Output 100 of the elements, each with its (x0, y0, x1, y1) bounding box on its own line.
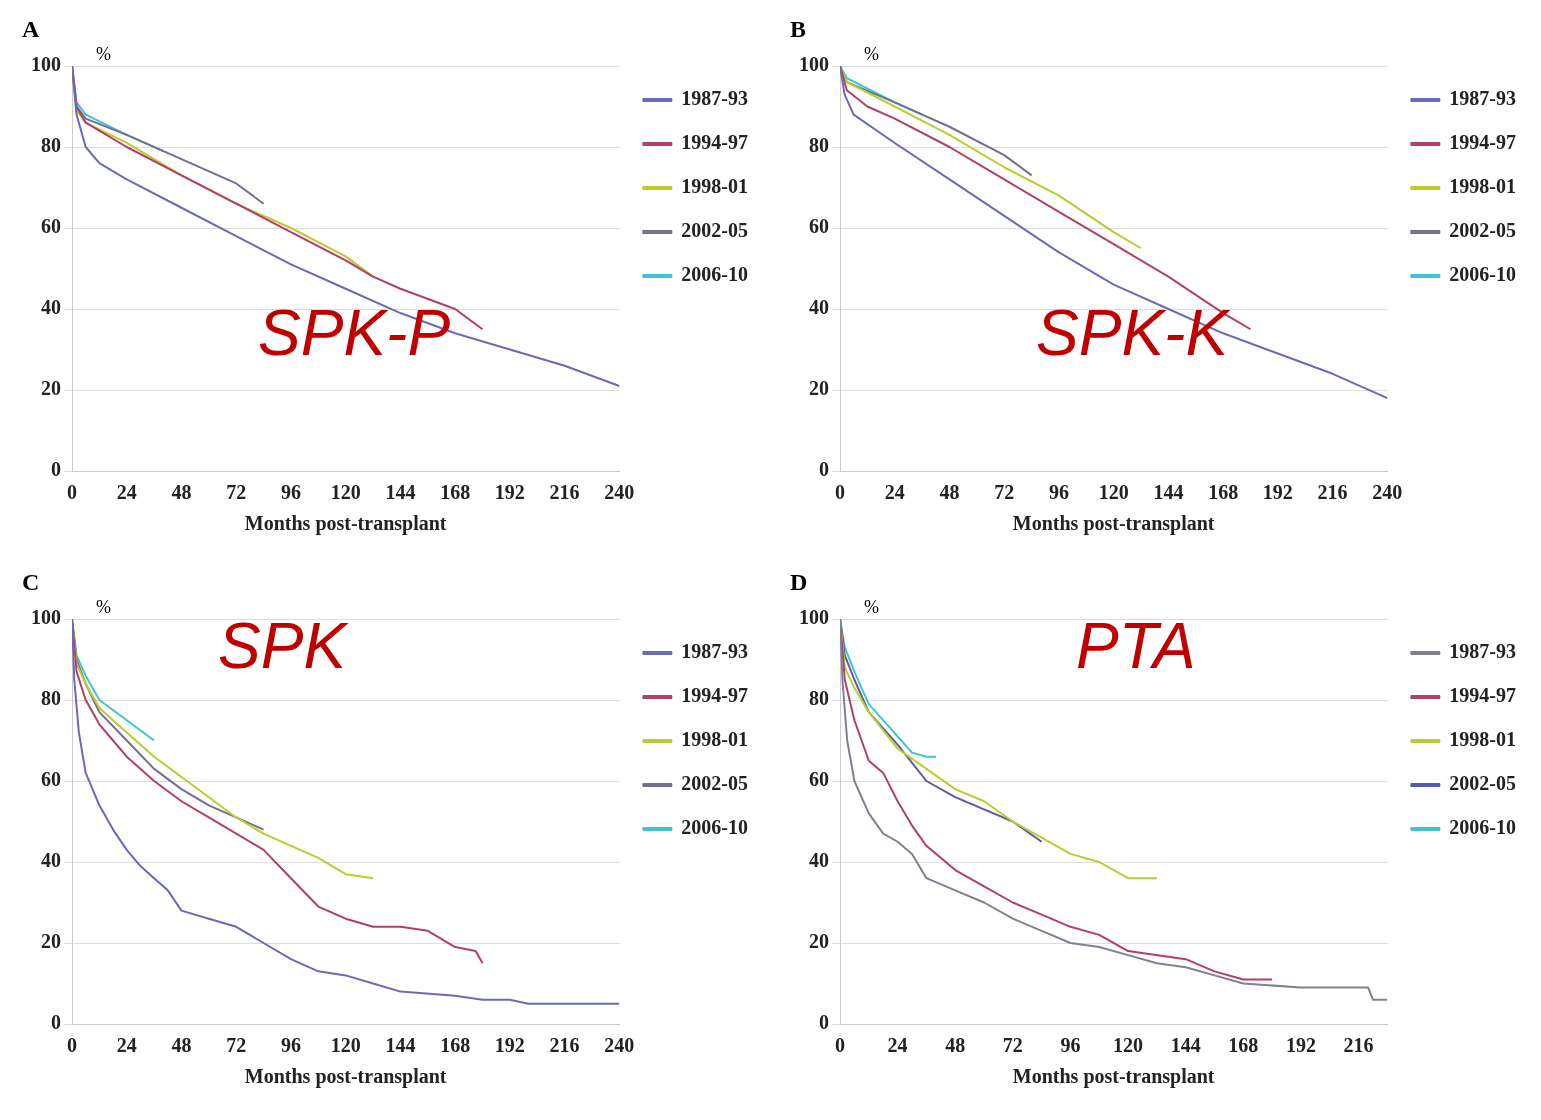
legend-label: 2006-10 (681, 816, 749, 839)
x-tick-label: 120 (1098, 481, 1129, 504)
x-tick-label: 168 (1228, 1034, 1259, 1057)
x-tick-label: 96 (1048, 481, 1069, 504)
chart-title: C (22, 569, 40, 596)
legend-label: 1994-97 (1449, 684, 1517, 707)
y-tick-label: 40 (41, 296, 61, 319)
x-tick-label: 216 (549, 481, 580, 504)
x-tick-label: 168 (440, 1034, 471, 1057)
legend-label: 1987-93 (1449, 87, 1517, 110)
annotation: SPK-K (1036, 296, 1229, 370)
x-tick-label: 216 (1317, 481, 1348, 504)
x-tick-label: 168 (1208, 481, 1239, 504)
legend-label: 2002-05 (1449, 219, 1517, 242)
y-tick-label: 60 (809, 768, 829, 791)
x-tick-label: 48 (171, 481, 192, 504)
legend-label: 1998-01 (681, 175, 749, 198)
y-axis-title: % (864, 44, 879, 65)
y-tick-label: 0 (51, 458, 61, 481)
legend-label: 2006-10 (1449, 816, 1517, 839)
x-tick-label: 72 (1002, 1034, 1023, 1057)
x-tick-label: 144 (1153, 481, 1184, 504)
y-tick-label: 0 (51, 1011, 61, 1034)
x-axis-title: Months post-transplant (244, 1065, 447, 1089)
y-tick-label: 0 (819, 1011, 829, 1034)
annotation: PTA (1076, 609, 1196, 683)
y-axis-title: % (96, 597, 111, 618)
x-tick-label: 120 (330, 1034, 361, 1057)
x-tick-label: 216 (549, 1034, 580, 1057)
x-tick-label: 168 (440, 481, 471, 504)
x-tick-label: 48 (939, 481, 960, 504)
x-tick-label: 216 (1343, 1034, 1374, 1057)
y-tick-label: 60 (809, 215, 829, 238)
y-tick-label: 60 (41, 215, 61, 238)
legend-label: 2002-05 (681, 772, 749, 795)
y-tick-label: 100 (799, 606, 829, 629)
y-tick-label: 80 (41, 687, 61, 710)
y-tick-label: 20 (41, 377, 61, 400)
x-tick-label: 48 (171, 1034, 192, 1057)
legend-label: 2002-05 (681, 219, 749, 242)
x-tick-label: 144 (385, 481, 416, 504)
legend-label: 1998-01 (1449, 175, 1517, 198)
x-tick-label: 144 (385, 1034, 416, 1057)
x-tick-label: 24 (887, 1034, 908, 1057)
y-tick-label: 20 (809, 930, 829, 953)
legend-label: 1994-97 (1449, 131, 1517, 154)
y-tick-label: 60 (41, 768, 61, 791)
x-tick-label: 96 (280, 481, 301, 504)
x-tick-label: 0 (835, 1034, 845, 1057)
x-tick-label: 48 (945, 1034, 966, 1057)
y-tick-label: 40 (41, 849, 61, 872)
y-tick-label: 0 (819, 458, 829, 481)
y-tick-label: 40 (809, 296, 829, 319)
y-axis-title: % (864, 597, 879, 618)
x-tick-label: 0 (67, 481, 77, 504)
x-tick-label: 240 (604, 481, 635, 504)
x-tick-label: 192 (1262, 481, 1293, 504)
x-tick-label: 72 (226, 1034, 247, 1057)
chart-title: D (790, 569, 808, 596)
x-axis-title: Months post-transplant (244, 512, 447, 536)
x-tick-label: 120 (1113, 1034, 1144, 1057)
y-tick-label: 20 (809, 377, 829, 400)
x-tick-label: 72 (994, 481, 1015, 504)
y-tick-label: 80 (809, 687, 829, 710)
y-tick-label: 20 (41, 930, 61, 953)
y-tick-label: 40 (809, 849, 829, 872)
legend-label: 1987-93 (681, 640, 749, 663)
y-axis-title: % (96, 44, 111, 65)
x-axis-title: Months post-transplant (1012, 512, 1215, 536)
x-tick-label: 144 (1170, 1034, 1201, 1057)
legend-label: 1998-01 (681, 728, 749, 751)
x-tick-label: 24 (116, 481, 137, 504)
x-tick-label: 192 (494, 481, 525, 504)
y-tick-label: 80 (41, 134, 61, 157)
x-tick-label: 192 (494, 1034, 525, 1057)
legend-label: 1987-93 (681, 87, 749, 110)
legend-label: 2006-10 (1449, 263, 1517, 286)
legend-label: 1987-93 (1449, 640, 1517, 663)
x-tick-label: 72 (226, 481, 247, 504)
x-tick-label: 240 (1372, 481, 1403, 504)
chart-title: A (22, 16, 40, 43)
y-tick-label: 100 (31, 606, 61, 629)
x-tick-label: 192 (1285, 1034, 1316, 1057)
x-tick-label: 96 (280, 1034, 301, 1057)
x-tick-label: 0 (835, 481, 845, 504)
legend-label: 2006-10 (681, 263, 749, 286)
x-tick-label: 0 (67, 1034, 77, 1057)
y-tick-label: 100 (31, 53, 61, 76)
chart-title: B (790, 16, 807, 43)
x-tick-label: 96 (1060, 1034, 1081, 1057)
legend-label: 1994-97 (681, 684, 749, 707)
x-tick-label: 24 (884, 481, 905, 504)
legend-label: 1998-01 (1449, 728, 1517, 751)
x-tick-label: 120 (330, 481, 361, 504)
legend-label: 1994-97 (681, 131, 749, 154)
y-tick-label: 100 (799, 53, 829, 76)
annotation: SPK (218, 609, 347, 683)
y-tick-label: 80 (809, 134, 829, 157)
legend-label: 2002-05 (1449, 772, 1517, 795)
annotation: SPK-P (258, 296, 451, 370)
